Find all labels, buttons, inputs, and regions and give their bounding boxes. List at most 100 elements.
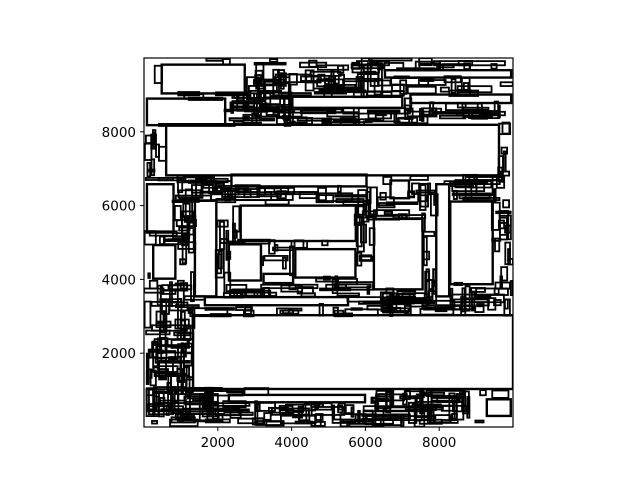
small-rectangle <box>497 104 501 119</box>
small-rectangle <box>339 413 367 423</box>
small-rectangle <box>451 293 505 304</box>
small-rectangle <box>269 58 279 63</box>
small-rectangle <box>145 329 171 336</box>
small-rectangle <box>371 397 390 402</box>
small-rectangle <box>154 357 167 364</box>
small-rectangle <box>176 279 185 308</box>
x-tick-label: 6000 <box>348 435 382 451</box>
small-rectangle <box>166 381 172 391</box>
small-rectangle <box>171 199 189 203</box>
small-rectangle <box>378 202 396 209</box>
small-rectangle <box>230 103 234 114</box>
large-rectangle <box>389 179 411 200</box>
small-rectangle <box>366 191 371 202</box>
small-rectangle <box>439 86 450 93</box>
small-rectangle <box>232 205 241 233</box>
small-rectangle <box>216 186 223 194</box>
small-rectangle <box>318 88 355 92</box>
x-axis: 2000 4000 6000 8000 <box>201 427 456 451</box>
small-rectangle <box>364 420 375 426</box>
small-rectangle <box>491 389 510 399</box>
y-tick-label: 6000 <box>102 199 136 215</box>
small-rectangle <box>146 161 151 178</box>
small-rectangle <box>255 403 261 412</box>
y-tick-label: 8000 <box>102 125 136 141</box>
small-rectangle <box>147 348 160 353</box>
small-rectangle <box>242 113 260 120</box>
small-rectangle <box>171 386 176 414</box>
small-rectangle <box>448 89 479 97</box>
small-rectangle <box>255 420 285 426</box>
small-rectangle <box>493 188 497 203</box>
small-rectangle <box>282 256 287 270</box>
small-rectangle <box>308 59 318 68</box>
small-rectangle <box>398 292 411 299</box>
small-rectangle <box>507 248 512 262</box>
small-rectangle <box>354 87 364 94</box>
small-rectangle <box>313 91 348 95</box>
small-rectangle <box>296 117 333 122</box>
small-rectangle <box>451 413 458 420</box>
small-rectangle <box>383 211 393 215</box>
x-tick-label: 8000 <box>422 435 456 451</box>
small-rectangle <box>162 310 168 333</box>
small-rectangle <box>423 304 461 311</box>
large-rectangle <box>435 182 451 298</box>
plot-area <box>143 57 514 428</box>
small-rectangle <box>428 110 438 118</box>
small-rectangle <box>366 62 383 93</box>
small-rectangle <box>502 199 510 209</box>
small-rectangle <box>357 410 361 425</box>
large-rectangle <box>262 272 295 285</box>
large-rectangle <box>152 243 177 280</box>
small-rectangle <box>167 238 190 242</box>
small-rectangle <box>236 102 249 112</box>
small-rectangle <box>474 304 485 313</box>
small-rectangle <box>462 106 490 111</box>
small-rectangle <box>157 368 169 373</box>
small-rectangle <box>153 338 189 346</box>
small-rectangle <box>337 64 345 74</box>
small-rectangle <box>470 287 486 293</box>
x-tick-label: 2000 <box>201 435 235 451</box>
small-rectangle <box>184 188 194 220</box>
small-rectangle <box>150 158 156 177</box>
small-rectangle <box>179 319 186 331</box>
small-rectangle <box>282 309 294 315</box>
small-rectangle <box>144 230 157 246</box>
small-rectangle <box>421 299 456 309</box>
small-rectangle <box>495 176 506 189</box>
small-rectangle <box>150 133 157 150</box>
small-rectangle <box>263 255 289 262</box>
small-rectangle <box>403 389 411 400</box>
small-rectangle <box>181 216 189 247</box>
large-rectangle <box>145 97 227 127</box>
small-rectangle <box>178 226 191 232</box>
small-rectangle <box>429 193 439 217</box>
rectangles-layer <box>144 58 513 427</box>
small-rectangle <box>254 74 262 84</box>
small-rectangle <box>324 77 330 85</box>
small-rectangle <box>497 219 505 230</box>
small-rectangle <box>144 300 152 329</box>
small-rectangle <box>417 194 428 203</box>
small-rectangle <box>450 78 457 94</box>
small-rectangle <box>366 109 401 113</box>
small-rectangle <box>495 210 512 215</box>
small-rectangle <box>276 190 287 200</box>
small-rectangle <box>144 142 153 161</box>
small-rectangle <box>386 303 390 314</box>
small-rectangle <box>264 91 272 109</box>
small-rectangle <box>425 389 461 397</box>
large-rectangle <box>383 68 513 79</box>
small-rectangle <box>272 246 294 252</box>
large-rectangle <box>203 295 350 307</box>
small-rectangle <box>399 79 408 95</box>
small-rectangle <box>455 112 494 117</box>
small-rectangle <box>468 180 493 189</box>
small-rectangle <box>447 305 475 311</box>
small-rectangle <box>393 299 428 304</box>
small-rectangle <box>229 409 242 419</box>
small-rectangle <box>411 182 420 195</box>
